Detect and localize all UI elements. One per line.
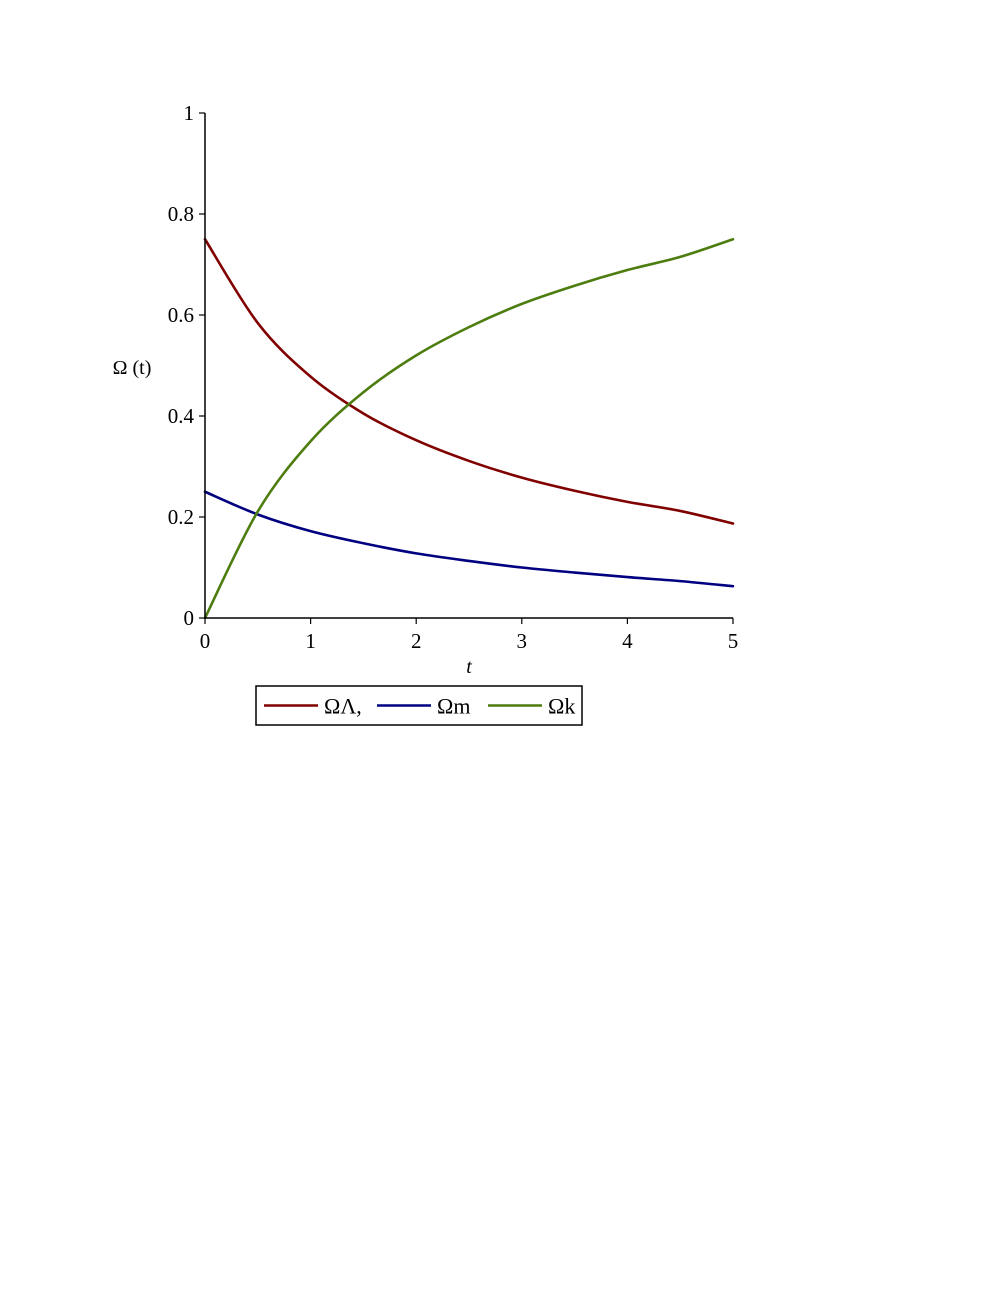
x-axis-title: t: [466, 656, 472, 678]
x-tick-label: 3: [517, 629, 528, 653]
legend-label: Ωk: [548, 694, 575, 719]
series-line-omega-lambda: [203, 237, 735, 525]
x-tick-label: 0: [200, 629, 211, 653]
x-tick-label: 5: [728, 629, 739, 653]
y-tick-label: 0.2: [168, 505, 194, 529]
legend: ΩΛ, Ωm Ωk: [255, 685, 583, 726]
y-tick-label: 0.8: [168, 202, 194, 226]
x-tick-label: 2: [411, 629, 422, 653]
y-tick-label: 0.4: [168, 404, 195, 428]
ticks: 0 0.2 0.4 0.6 0.8 1 0 1 2 3 4 5: [168, 101, 739, 653]
series-line-omega-m: [203, 490, 735, 588]
y-tick-label: 0.6: [168, 303, 194, 327]
legend-item-omega-lambda: ΩΛ,: [264, 694, 362, 719]
legend-item-omega-k: Ωk: [488, 694, 575, 719]
y-axis-title: Ω (t): [113, 357, 152, 379]
legend-item-omega-m: Ωm: [377, 694, 470, 719]
x-tick-label: 1: [305, 629, 316, 653]
y-tick-label: 0: [184, 606, 195, 630]
legend-label: Ωm: [437, 694, 470, 719]
axes: [204, 113, 733, 619]
legend-label: ΩΛ,: [324, 694, 362, 719]
x-tick-label: 4: [622, 629, 633, 653]
series-line-omega-k: [203, 237, 735, 620]
y-tick-label: 1: [184, 101, 195, 125]
plot-area: [203, 237, 735, 620]
